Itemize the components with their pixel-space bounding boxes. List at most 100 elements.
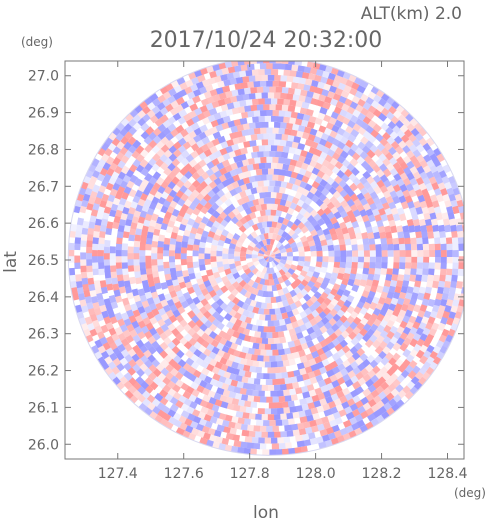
scan-cell [324,363,333,372]
scan-cell [184,281,193,289]
scan-cell [222,351,231,360]
scan-cell [84,295,92,304]
scan-cell [182,270,189,278]
scan-cell [282,389,290,397]
scan-cell [280,122,288,129]
scan-cell [187,267,195,275]
scan-cell [216,256,223,262]
scan-cell [253,127,261,135]
scan-cell [282,146,291,153]
scan-cell [293,339,301,347]
scan-cell [398,291,407,300]
scan-cell [199,241,206,249]
scan-cell [341,278,349,286]
scan-cell [343,232,351,241]
scan-cell [464,263,470,270]
scan-cell [339,283,347,292]
scan-cell [255,419,264,426]
scan-cell [126,291,134,300]
scan-cell [455,218,463,227]
scan-cell [218,375,227,384]
scan-cell [235,167,243,175]
scan-cell [144,172,153,182]
scan-cell [316,143,325,152]
scan-cell [258,343,266,350]
scan-cell [107,309,116,319]
scan-cell [437,305,446,314]
scan-cell [170,231,178,240]
scan-cell [433,206,442,215]
scan-cell [448,193,457,203]
scan-cell [227,300,236,309]
scan-cell [180,410,190,419]
scan-cell [452,243,459,251]
scan-cell [99,280,107,288]
scan-cell [174,300,183,309]
scan-cell [109,258,116,266]
scan-cell [402,298,411,307]
scan-cell [351,244,358,251]
scan-cell [432,200,440,209]
scan-cell [229,95,238,103]
scan-cell [272,203,279,211]
scan-cell [299,270,308,278]
scan-cell [254,384,262,391]
scan-cell [265,256,270,262]
scan-cell [304,321,313,330]
scan-cell [171,208,180,217]
scan-cell [259,80,267,87]
scan-cell [242,195,250,204]
scan-cell [200,367,210,376]
scan-cell [220,363,229,372]
scan-cell [284,279,292,287]
scan-cell [412,286,420,295]
scan-cell [289,376,298,384]
scan-cell [261,266,268,274]
scan-cell [281,87,290,94]
scan-cell [269,104,277,111]
scan-cell [315,69,325,77]
scan-cell [382,168,392,178]
scan-cell [305,108,314,117]
scan-cell [334,250,341,257]
scan-cell [270,162,278,169]
scan-cell [180,149,190,159]
scan-cell [226,384,235,393]
scan-cell [375,256,382,263]
scan-cell [133,294,141,303]
scan-cell [69,280,77,289]
scan-cell [243,418,251,425]
scan-cell [261,121,269,128]
scan-cell [362,267,370,275]
scan-cell [141,279,149,288]
scan-cell [255,204,262,212]
scan-cell [230,216,239,225]
scan-cell [280,75,288,82]
scan-cell [216,189,225,198]
scan-cell [207,390,216,399]
scan-cell [93,224,101,232]
scan-cell [373,185,382,195]
scan-cell [312,271,320,279]
scan-cell [239,117,248,125]
scan-cell [254,270,262,278]
scan-cell [278,269,286,277]
scan-cell [186,256,193,263]
scan-cell [316,392,326,401]
scan-cell [226,176,236,185]
scan-cell [234,392,243,400]
scan-cell [318,125,327,134]
scan-cell [258,98,266,105]
scan-cell [213,429,222,438]
scan-cell [109,209,117,218]
scan-cell [328,419,337,428]
scan-cell [86,252,92,260]
scan-cell [106,221,114,229]
scan-cell [175,124,185,134]
scan-cell [199,124,208,133]
scan-cell [339,261,347,269]
y-axis-unit: (deg) [21,35,53,49]
scan-cell [281,448,289,455]
scan-cell [427,274,434,283]
scan-cell [80,252,87,260]
